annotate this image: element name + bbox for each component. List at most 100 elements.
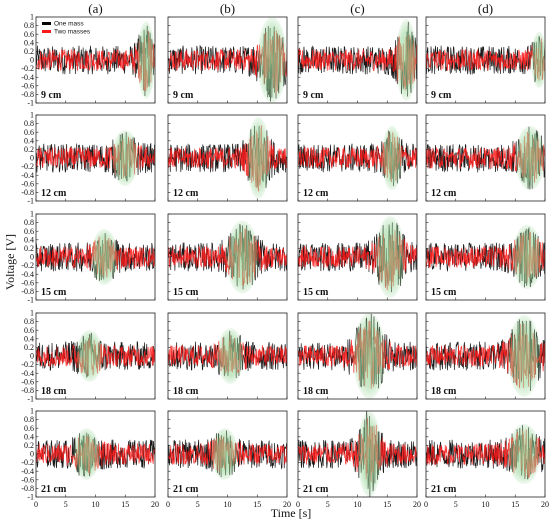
series-two-masses-line <box>298 418 417 482</box>
y-tick-label: -1 <box>27 99 34 108</box>
series-two-masses-line <box>36 30 155 92</box>
panel-r4-c2: 0 5 10 15 20 21 cm <box>296 410 421 509</box>
y-tick-label: -0.2 <box>21 360 34 369</box>
x-tick-label: 0 <box>166 500 170 509</box>
x-tick-label: 5 <box>196 500 200 509</box>
distance-label: 12 cm <box>41 188 67 199</box>
distance-label: 9 cm <box>173 90 194 101</box>
y-tick-label: 0 <box>30 253 34 262</box>
x-tick-label: 0 <box>296 500 300 509</box>
y-tick-label: 0.8 <box>24 317 34 326</box>
highlight-region <box>217 328 244 384</box>
distance-label: 12 cm <box>173 188 199 199</box>
highlight-region <box>512 224 543 290</box>
y-tick-label: -0.4 <box>21 171 34 180</box>
distance-label: 21 cm <box>431 484 457 495</box>
y-tick-label: -0.4 <box>21 369 34 378</box>
panel-r2-c1: 15 cm <box>167 213 288 301</box>
x-tick-label: 20 <box>151 500 159 509</box>
panel-r3-c2: 18 cm <box>297 312 418 400</box>
x-tick-label: 10 <box>92 500 100 509</box>
distance-label: 18 cm <box>303 386 329 397</box>
legend-swatch <box>42 22 51 25</box>
x-tick-label: 15 <box>253 500 261 509</box>
panel-r3-c1: 18 cm <box>167 312 288 400</box>
highlight-region <box>211 428 238 480</box>
y-tick-label: 0.6 <box>24 30 34 39</box>
y-tick-label: 0.2 <box>24 145 34 154</box>
highlight-region <box>357 411 382 497</box>
panel-r1-c2: 12 cm <box>297 114 418 202</box>
distance-label: 21 cm <box>303 484 329 495</box>
y-tick-label: 0.2 <box>24 441 34 450</box>
y-tick-label: 0.6 <box>24 128 34 137</box>
y-tick-label: -1 <box>27 395 34 404</box>
highlight-region <box>353 313 386 399</box>
column-label-0: (a) <box>88 1 102 16</box>
panel-r3-c3: 18 cm <box>425 312 546 400</box>
y-tick-label: 0.8 <box>24 218 34 227</box>
highlight-region <box>395 19 417 101</box>
x-tick-label: 15 <box>121 500 129 509</box>
y-tick-label: 0.6 <box>24 227 34 236</box>
y-tick-label: 0.8 <box>24 415 34 424</box>
y-tick-label: -1 <box>27 493 34 502</box>
highlight-region <box>226 220 259 294</box>
y-tick-label: 0.2 <box>24 47 34 56</box>
y-tick-label: -0.2 <box>21 64 34 73</box>
distance-label: 18 cm <box>41 386 67 397</box>
y-tick-label: 0.4 <box>24 235 34 244</box>
panel-grid: 10.80.60.40.20-0.2-0.4-0.6-0.8-19 cm 9 cm… <box>21 13 549 509</box>
y-tick-label: 0.2 <box>24 343 34 352</box>
y-tick-label: 0 <box>30 352 34 361</box>
distance-label: 21 cm <box>41 484 67 495</box>
panel-r0-c0: 10.80.60.40.20-0.2-0.4-0.6-0.8-1 9 cm <box>21 13 156 108</box>
y-axis-label: Voltage [V] <box>3 234 17 290</box>
panel-r0-c1: 9 cm <box>167 16 288 104</box>
y-tick-label: -1 <box>27 197 34 206</box>
y-tick-label: 1 <box>30 210 34 219</box>
panel-r4-c0: 10.80.60.40.20-0.2-0.4-0.6-0.8-10 5 10 15 20… <box>21 407 159 509</box>
y-tick-label: 0 <box>30 56 34 65</box>
y-tick-label: 1 <box>30 13 34 22</box>
distance-label: 15 cm <box>41 287 67 298</box>
y-tick-label: -0.6 <box>21 81 34 90</box>
highlight-region <box>515 125 545 191</box>
distance-label: 9 cm <box>303 90 324 101</box>
x-tick-label: 15 <box>511 500 519 509</box>
panel-r2-c2: 15 cm <box>297 213 418 301</box>
column-label-3: (d) <box>478 1 493 16</box>
y-tick-label: -0.8 <box>21 90 34 99</box>
column-label-1: (b) <box>220 1 235 16</box>
highlight-region <box>76 330 103 382</box>
highlight-region <box>375 216 406 298</box>
highlight-region <box>507 315 541 397</box>
y-tick-label: 0.8 <box>24 21 34 30</box>
y-tick-label: -0.6 <box>21 377 34 386</box>
panel-r0-c3: 9 cm <box>425 16 546 104</box>
distance-label: 12 cm <box>303 188 329 199</box>
y-tick-label: 0.4 <box>24 334 34 343</box>
column-label-2: (c) <box>350 1 364 16</box>
x-tick-label: 5 <box>64 500 68 509</box>
panel-r2-c3: 15 cm <box>425 213 546 301</box>
y-tick-label: 0.4 <box>24 432 34 441</box>
distance-label: 15 cm <box>173 287 199 298</box>
panel-r4-c3: 0 5 10 15 20 21 cm <box>424 410 549 509</box>
y-tick-label: 0 <box>30 450 34 459</box>
y-tick-label: 1 <box>30 111 34 120</box>
y-tick-label: 0.8 <box>24 119 34 128</box>
x-tick-label: 5 <box>326 500 330 509</box>
panel-r2-c0: 10.80.60.40.20-0.2-0.4-0.6-0.8-1 15 cm <box>21 210 156 305</box>
distance-label: 15 cm <box>303 287 329 298</box>
distance-label: 21 cm <box>173 484 199 495</box>
y-tick-label: 0.6 <box>24 326 34 335</box>
y-tick-label: 0.4 <box>24 136 34 145</box>
distance-label: 12 cm <box>431 188 457 199</box>
panel-r4-c1: 0 5 10 15 20 21 cm <box>166 410 291 509</box>
x-tick-label: 5 <box>454 500 458 509</box>
distance-label: 9 cm <box>41 90 62 101</box>
legend-entry: One mass <box>54 21 84 28</box>
y-tick-label: 0.6 <box>24 424 34 433</box>
y-tick-label: 1 <box>30 407 34 416</box>
